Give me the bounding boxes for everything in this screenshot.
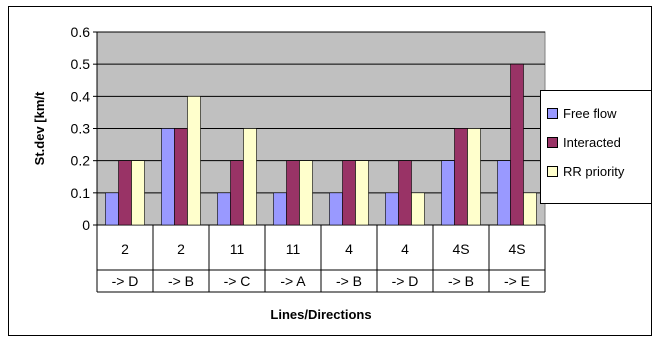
y-axis-title: St.dev [km/t <box>32 91 47 165</box>
bar-interacted <box>398 160 412 226</box>
bar-rr-priority <box>131 160 145 226</box>
x-tick-label-line: 2 <box>177 241 185 257</box>
bar-rr-priority <box>411 192 425 226</box>
bar-free-flow <box>441 160 455 226</box>
legend: Free flow Interacted RR priority <box>540 90 652 204</box>
chart-svg: 0 0.1 0.2 0.3 0.4 0.5 0.6 2 -> D 2 -> B 11 -> C 11 -> … <box>32 24 546 322</box>
x-axis-title: Lines/Directions <box>270 307 371 322</box>
legend-swatch <box>547 166 558 177</box>
bar-free-flow <box>105 192 119 226</box>
x-tick-label-direction: -> D <box>112 273 139 289</box>
legend-item: RR priority <box>547 157 651 186</box>
bar-free-flow <box>161 128 175 226</box>
bar-interacted <box>342 160 356 226</box>
bar-free-flow <box>385 192 399 226</box>
x-tick-label-line: 4 <box>401 241 409 257</box>
legend-swatch <box>547 108 558 119</box>
bar-free-flow <box>273 192 287 226</box>
y-tick-label: 0.4 <box>71 88 91 104</box>
x-tick-label-line: 4S <box>508 241 525 257</box>
x-tick-label-line: 11 <box>286 241 301 257</box>
x-tick-label-direction: -> E <box>504 273 530 289</box>
bar-interacted <box>230 160 244 226</box>
y-tick-label: 0.1 <box>71 185 91 201</box>
x-tick-label-direction: -> B <box>336 273 362 289</box>
legend-label: Free flow <box>563 106 617 121</box>
y-tick-label: 0.6 <box>71 24 91 40</box>
y-tick-label: 0.5 <box>71 56 91 72</box>
bar-free-flow <box>217 192 231 226</box>
x-tick-label-line: 2 <box>121 241 129 257</box>
bar-interacted <box>286 160 300 226</box>
y-tick-label: 0.3 <box>71 121 91 137</box>
bar-rr-priority <box>355 160 369 226</box>
bar-rr-priority <box>187 96 201 226</box>
bar-free-flow <box>329 192 343 226</box>
y-tick-label: 0.2 <box>71 153 91 169</box>
x-tick-label-direction: -> A <box>280 273 306 289</box>
bar-interacted <box>174 128 188 226</box>
bar-rr-priority <box>523 192 537 226</box>
y-tick-label: 0 <box>82 217 90 233</box>
bar-free-flow <box>497 160 511 226</box>
x-tick-label-direction: -> B <box>448 273 474 289</box>
bar-interacted <box>510 63 524 226</box>
bar-rr-priority <box>243 128 257 226</box>
x-tick-label-direction: -> C <box>224 273 251 289</box>
x-tick-label-line: 11 <box>230 241 245 257</box>
legend-swatch <box>547 137 558 148</box>
bar-rr-priority <box>467 128 481 226</box>
legend-item: Interacted <box>547 128 651 157</box>
bar-interacted <box>118 160 132 226</box>
legend-item: Free flow <box>547 99 651 128</box>
legend-label: Interacted <box>563 135 621 150</box>
chart-area: 0 0.1 0.2 0.3 0.4 0.5 0.6 2 -> D 2 -> B 11 -> C 11 -> … <box>8 6 652 336</box>
bar-rr-priority <box>299 160 313 226</box>
legend-label: RR priority <box>563 164 625 179</box>
x-tick-label-line: 4 <box>345 241 353 257</box>
bar-interacted <box>454 128 468 226</box>
x-tick-label-line: 4S <box>452 241 469 257</box>
x-tick-label-direction: -> B <box>168 273 194 289</box>
x-tick-label-direction: -> D <box>392 273 419 289</box>
